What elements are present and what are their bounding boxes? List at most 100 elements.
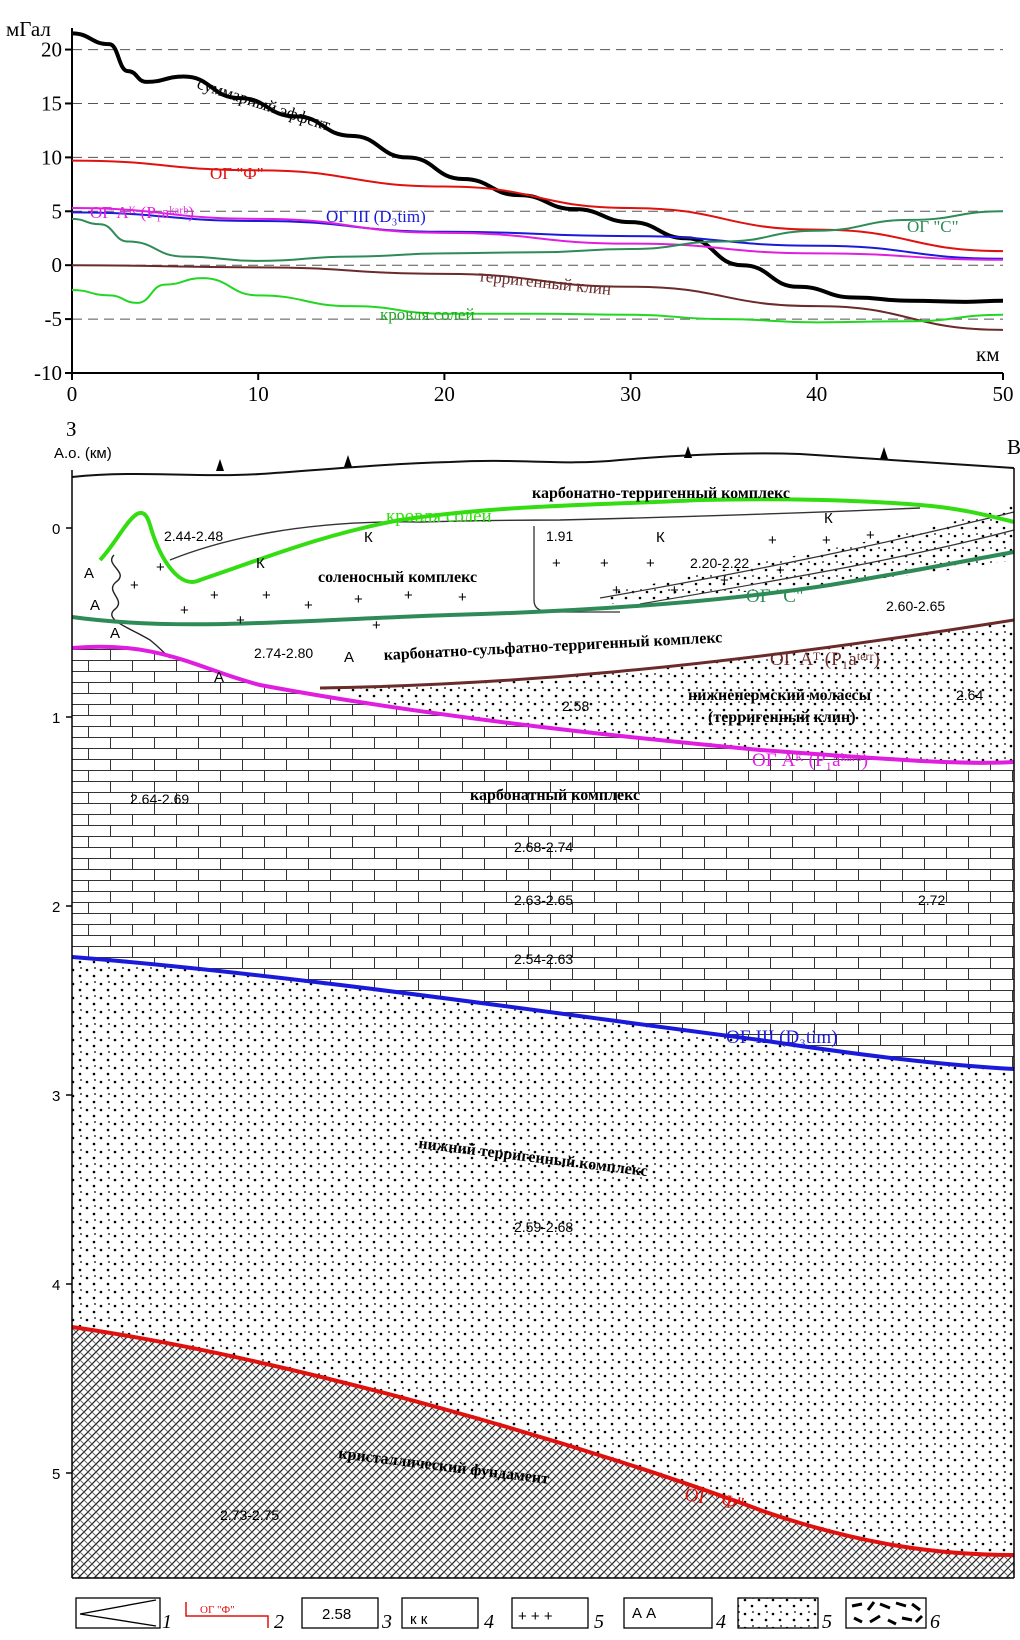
label-f: ОГ "Ф" bbox=[210, 164, 264, 183]
svg-text:А А: А А bbox=[632, 1605, 656, 1622]
density-1: 2.44-2.48 bbox=[164, 528, 223, 544]
depth-ticks bbox=[66, 527, 72, 1474]
svg-text:А: А bbox=[90, 597, 100, 614]
legend-item-density: 2.58 3 bbox=[301, 1597, 392, 1633]
csct-lower-boundary bbox=[319, 618, 1015, 690]
density-6: 2.58 bbox=[562, 698, 589, 714]
density-2: 1.91 bbox=[546, 528, 573, 544]
svg-text:А: А bbox=[344, 649, 354, 666]
svg-text:+: + bbox=[768, 532, 777, 549]
horizon-c bbox=[71, 550, 1015, 627]
svg-text:+: + bbox=[304, 597, 313, 614]
svg-text:К: К bbox=[656, 529, 665, 546]
y-tick-label: -10 bbox=[34, 361, 62, 385]
svg-text:+ + +: + + + bbox=[518, 1608, 553, 1625]
density-5: 2.74-2.80 bbox=[254, 645, 313, 661]
svg-text:А: А bbox=[84, 565, 94, 582]
svg-text:2.58: 2.58 bbox=[322, 1606, 351, 1623]
y-tick-label: 0 bbox=[52, 253, 63, 277]
horizon-ak bbox=[71, 644, 1015, 765]
corner-west: З bbox=[66, 417, 77, 441]
svg-text:+: + bbox=[776, 562, 785, 579]
legend: 1 ОГ "Ф" 2 2.58 3 к к 4 + + + 5 А А 4 bbox=[75, 1597, 940, 1633]
svg-text:к к: к к bbox=[410, 1611, 428, 1628]
density-10: 2.63-2.65 bbox=[514, 892, 573, 908]
depth-tick-5: 5 bbox=[52, 1466, 60, 1483]
svg-text:4: 4 bbox=[484, 1611, 494, 1633]
legend-item-horizon: ОГ "Ф" 2 bbox=[185, 1602, 284, 1633]
carbonate-k-marks: К К К К bbox=[256, 510, 833, 572]
salt-complex-fill bbox=[72, 520, 1014, 622]
series-line-4 bbox=[71, 210, 1004, 262]
svg-text:ОГ "Ф": ОГ "Ф" bbox=[200, 1604, 235, 1616]
anhydrite-wave bbox=[111, 554, 171, 659]
horizon-d3 bbox=[71, 955, 1015, 1071]
depth-tick-0: 0 bbox=[52, 521, 60, 538]
x-tick-label: 10 bbox=[248, 382, 269, 406]
series-line-1 bbox=[71, 159, 1004, 253]
salt-lower-boundary bbox=[169, 507, 921, 561]
svg-text:А: А bbox=[110, 625, 120, 642]
series-line-5 bbox=[71, 264, 1004, 331]
label-ak: ОГ Aᴷ (P₁aᵏᵃʳᵇ) bbox=[90, 203, 194, 222]
x-tick-label: 40 bbox=[806, 382, 827, 406]
cross-section: З В A.o. (км) bbox=[52, 417, 1020, 1579]
legend-item-anhydrite: А А 4 bbox=[623, 1597, 726, 1633]
svg-text:+: + bbox=[130, 577, 139, 594]
horizon-label-at: ОГ Aᵀ (P₁aᵗᵉʳʳ) bbox=[770, 649, 880, 670]
complex-salt: соленосный комплекс bbox=[318, 569, 477, 586]
y-tick-label: 20 bbox=[41, 38, 62, 62]
complex-carbonate: карбонатный комплекс bbox=[470, 787, 640, 804]
complex-carbonate-terrigenous: карбонатно-терригенный комплекс bbox=[532, 485, 790, 502]
svg-text:+: + bbox=[262, 587, 271, 604]
horizon-label-d3: ОГ III (D₃tim) bbox=[726, 1027, 838, 1048]
label-d3: ОГ III (D₃tim) bbox=[326, 207, 426, 226]
svg-text:4: 4 bbox=[716, 1611, 726, 1633]
svg-text:К: К bbox=[824, 510, 833, 527]
density-4: 2.60-2.65 bbox=[886, 598, 945, 614]
anhydrite-a-marks: А А А А А bbox=[84, 565, 354, 686]
svg-text:+: + bbox=[210, 587, 219, 604]
series-line-6 bbox=[71, 277, 1004, 324]
svg-text:К: К bbox=[364, 529, 373, 546]
label-salt: кровля солей bbox=[380, 305, 475, 324]
x-tick-label: 20 bbox=[434, 382, 455, 406]
svg-text:+: + bbox=[354, 591, 363, 608]
density-12: 2.54-2.63 bbox=[514, 951, 573, 967]
legend-item-sand: 5 bbox=[737, 1597, 832, 1633]
svg-text:3: 3 bbox=[381, 1611, 392, 1633]
density-8: 2.64-2.69 bbox=[130, 791, 189, 807]
depth-tick-3: 3 bbox=[52, 1088, 60, 1105]
horizon-f bbox=[71, 1325, 1015, 1557]
x-axis-label: км bbox=[976, 342, 1000, 366]
svg-text:А: А bbox=[214, 669, 224, 686]
complex-molasse: нижнепермский молассы bbox=[688, 687, 872, 704]
depth-tick-2: 2 bbox=[52, 899, 60, 916]
series-line-3 bbox=[71, 207, 1004, 261]
relief-line bbox=[71, 452, 1015, 478]
svg-text:+: + bbox=[612, 582, 621, 599]
well-markers bbox=[216, 446, 888, 471]
label-summary-effect: суммарный эффект bbox=[195, 74, 334, 135]
svg-text:+: + bbox=[552, 555, 561, 572]
svg-text:+: + bbox=[646, 555, 655, 572]
svg-text:+: + bbox=[866, 527, 875, 544]
complex-csct: карбонатно-сульфатно-терригенный комплек… bbox=[383, 629, 722, 664]
basement-fill bbox=[72, 1327, 1014, 1578]
salt-crosses: ++ + + + + ++ + ++ + +++ +++ ++ + bbox=[130, 527, 875, 634]
horizon-label-c: ОГ "С" bbox=[746, 586, 804, 607]
corner-east: В bbox=[1007, 435, 1020, 459]
legend-item-boundary: 1 bbox=[75, 1597, 172, 1633]
svg-text:+: + bbox=[404, 587, 413, 604]
grid bbox=[72, 49, 1003, 320]
complex-molasse-2: (терригенный клин) bbox=[708, 709, 856, 726]
svg-text:+: + bbox=[458, 589, 467, 606]
svg-text:+: + bbox=[236, 612, 245, 629]
svg-text:+: + bbox=[156, 559, 165, 576]
svg-text:+: + bbox=[720, 572, 729, 589]
legend-item-basement: 6 bbox=[845, 1597, 940, 1633]
svg-text:5: 5 bbox=[822, 1611, 832, 1633]
horizon-label-salt: кровля солей bbox=[386, 506, 492, 527]
svg-text:5: 5 bbox=[594, 1611, 604, 1633]
svg-text:6: 6 bbox=[930, 1611, 940, 1633]
